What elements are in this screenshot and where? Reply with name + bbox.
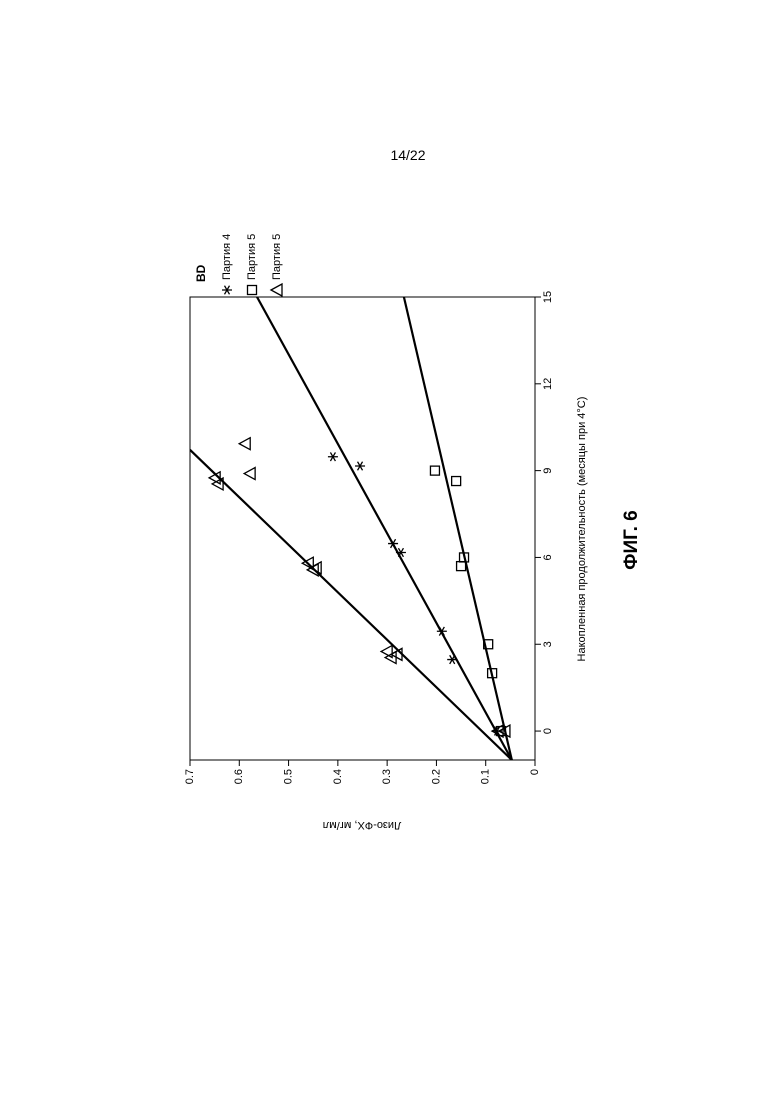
legend-label: Партия 4 bbox=[221, 234, 233, 280]
fit-line bbox=[190, 450, 512, 760]
legend-title: BD bbox=[194, 264, 208, 282]
plot-frame bbox=[190, 297, 535, 760]
x-tick-label: 15 bbox=[542, 291, 554, 303]
marker-triangle bbox=[381, 645, 392, 657]
legend-label: Партия 5 bbox=[271, 234, 283, 280]
marker-square bbox=[452, 477, 461, 486]
x-tick-label: 9 bbox=[542, 468, 554, 474]
marker-asterisk bbox=[328, 452, 338, 461]
marker-asterisk bbox=[355, 462, 365, 471]
page-canvas: 14/22 Накопленная продолжительность (мес… bbox=[0, 0, 780, 1103]
x-tick-label: 6 bbox=[542, 554, 554, 560]
figure-caption: ФИГ. 6 bbox=[621, 510, 642, 569]
legend-label: Партия 5 bbox=[246, 234, 258, 280]
x-axis-title: Накопленная продолжительность (месяцы пр… bbox=[576, 397, 588, 662]
rotated-figure: Накопленная продолжительность (месяцы пр… bbox=[184, 234, 642, 831]
marker-triangle bbox=[239, 438, 250, 450]
y-tick-label: 0.2 bbox=[430, 769, 442, 784]
y-tick-label: 0.1 bbox=[480, 769, 492, 784]
page-number: 14/22 bbox=[390, 147, 425, 163]
y-tick-label: 0.5 bbox=[282, 769, 294, 784]
y-tick-label: 0.6 bbox=[233, 769, 245, 784]
y-tick-label: 0.4 bbox=[332, 769, 344, 784]
plot-area bbox=[190, 297, 512, 760]
x-tick-label: 3 bbox=[542, 641, 554, 647]
fit-line bbox=[404, 297, 512, 760]
marker-triangle bbox=[244, 468, 255, 480]
y-tick-label: 0.3 bbox=[381, 769, 393, 784]
marker-asterisk bbox=[396, 548, 406, 557]
x-tick-label: 12 bbox=[542, 378, 554, 390]
y-tick-label: 0.7 bbox=[184, 769, 196, 784]
marker-triangle bbox=[385, 652, 396, 664]
marker-square bbox=[457, 562, 466, 571]
marker-asterisk bbox=[388, 539, 398, 548]
marker-asterisk bbox=[222, 286, 232, 295]
marker-square bbox=[430, 466, 439, 475]
page: {"page_number": "14/22", "figure_caption… bbox=[0, 0, 780, 1103]
fit-line bbox=[257, 297, 512, 760]
y-tick-label: 0 bbox=[529, 769, 541, 775]
x-tick-label: 0 bbox=[542, 728, 554, 734]
marker-square bbox=[248, 286, 257, 295]
marker-triangle bbox=[271, 284, 282, 296]
y-axis-title: Лизо-ФХ, мг/мл bbox=[323, 819, 402, 831]
